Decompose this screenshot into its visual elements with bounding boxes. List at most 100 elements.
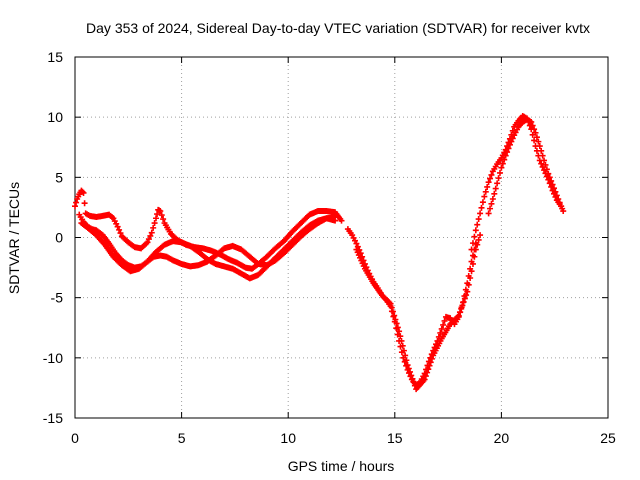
data-point xyxy=(504,149,511,156)
y-axis-label: SDTVAR / TECUs xyxy=(6,182,22,294)
plot-frame xyxy=(74,56,609,419)
data-point xyxy=(464,288,471,295)
data-point xyxy=(479,199,486,206)
data-point xyxy=(478,204,485,211)
y-tick-label: 15 xyxy=(47,49,63,65)
y-tick-label: 0 xyxy=(55,230,63,246)
data-point xyxy=(529,122,536,129)
data-point xyxy=(541,157,548,164)
data-point xyxy=(553,192,560,199)
data-point xyxy=(496,169,503,176)
x-tick-label: 0 xyxy=(71,430,79,446)
data-point xyxy=(549,181,556,188)
data-point xyxy=(494,180,501,187)
data-point xyxy=(402,352,409,359)
data-point xyxy=(394,324,401,331)
data-point xyxy=(546,174,553,181)
data-point xyxy=(502,152,509,159)
x-tick-label: 10 xyxy=(280,430,296,446)
x-axis-label: GPS time / hours xyxy=(288,458,395,474)
data-point xyxy=(160,216,167,223)
data-point xyxy=(531,126,538,133)
data-point xyxy=(558,203,565,210)
data-point xyxy=(391,312,398,319)
data-point xyxy=(458,305,465,312)
data-point xyxy=(560,208,567,215)
data-point xyxy=(499,160,506,167)
data-point xyxy=(393,320,400,327)
data-point xyxy=(471,233,478,240)
data-point xyxy=(410,379,417,386)
data-point xyxy=(539,152,546,159)
data-point xyxy=(424,369,431,376)
data-point xyxy=(396,328,403,335)
chart-title: Day 353 of 2024, Sidereal Day-to-day VTE… xyxy=(86,20,590,36)
data-point xyxy=(474,221,481,228)
data-point xyxy=(154,211,161,218)
series-track-4 xyxy=(344,226,479,389)
data-point xyxy=(506,141,513,148)
data-point xyxy=(151,220,158,227)
axis-ticks: 0 5 10 15 20 25 -15 -10 -5 0 5 10 15 xyxy=(43,49,616,446)
y-tick-label: -10 xyxy=(43,350,63,366)
data-point xyxy=(475,216,482,223)
data-point xyxy=(487,205,494,212)
data-point xyxy=(498,164,505,171)
data-point xyxy=(495,175,502,182)
data-point xyxy=(469,260,476,267)
data-point xyxy=(353,240,360,247)
data-point xyxy=(550,185,557,192)
x-tick-label: 20 xyxy=(494,430,510,446)
data-point xyxy=(548,177,555,184)
data-point xyxy=(150,224,157,231)
data-point xyxy=(528,118,535,125)
data-point xyxy=(492,185,499,192)
data-point xyxy=(536,143,543,150)
data-point xyxy=(538,147,545,154)
data-point xyxy=(532,129,539,136)
data-point xyxy=(474,241,481,248)
data-point xyxy=(73,199,80,206)
data-point xyxy=(475,236,482,243)
data-point xyxy=(489,195,496,202)
data-point xyxy=(392,316,399,323)
data-point xyxy=(388,304,395,311)
data-point xyxy=(147,232,154,239)
data-point xyxy=(145,236,152,243)
data-point xyxy=(545,170,552,177)
data-point xyxy=(117,230,124,237)
data-point xyxy=(80,189,87,196)
data-point xyxy=(477,210,484,217)
data-point xyxy=(144,239,151,246)
y-tick-label: -15 xyxy=(43,410,63,426)
data-point xyxy=(427,359,434,366)
data-point xyxy=(491,190,498,197)
data-point xyxy=(552,188,559,195)
data-series xyxy=(72,112,567,393)
data-point xyxy=(437,329,444,336)
data-point xyxy=(153,215,160,222)
data-point xyxy=(538,160,545,167)
x-tick-label: 15 xyxy=(387,430,403,446)
data-point xyxy=(157,208,164,215)
data-point xyxy=(488,171,495,178)
data-point xyxy=(408,372,415,379)
data-point xyxy=(531,137,538,144)
data-point xyxy=(148,229,155,236)
x-tick-label: 25 xyxy=(600,430,616,446)
data-point xyxy=(407,368,414,375)
data-point xyxy=(472,227,479,234)
data-point xyxy=(543,166,550,173)
data-point xyxy=(487,175,494,182)
data-point xyxy=(488,200,495,207)
data-point xyxy=(467,275,474,282)
data-point xyxy=(440,321,447,328)
data-point xyxy=(441,317,448,324)
data-point xyxy=(428,355,435,362)
data-point xyxy=(389,308,396,315)
data-point xyxy=(556,199,563,206)
data-point xyxy=(397,333,404,340)
y-tick-label: 5 xyxy=(55,169,63,185)
data-point xyxy=(405,365,412,372)
